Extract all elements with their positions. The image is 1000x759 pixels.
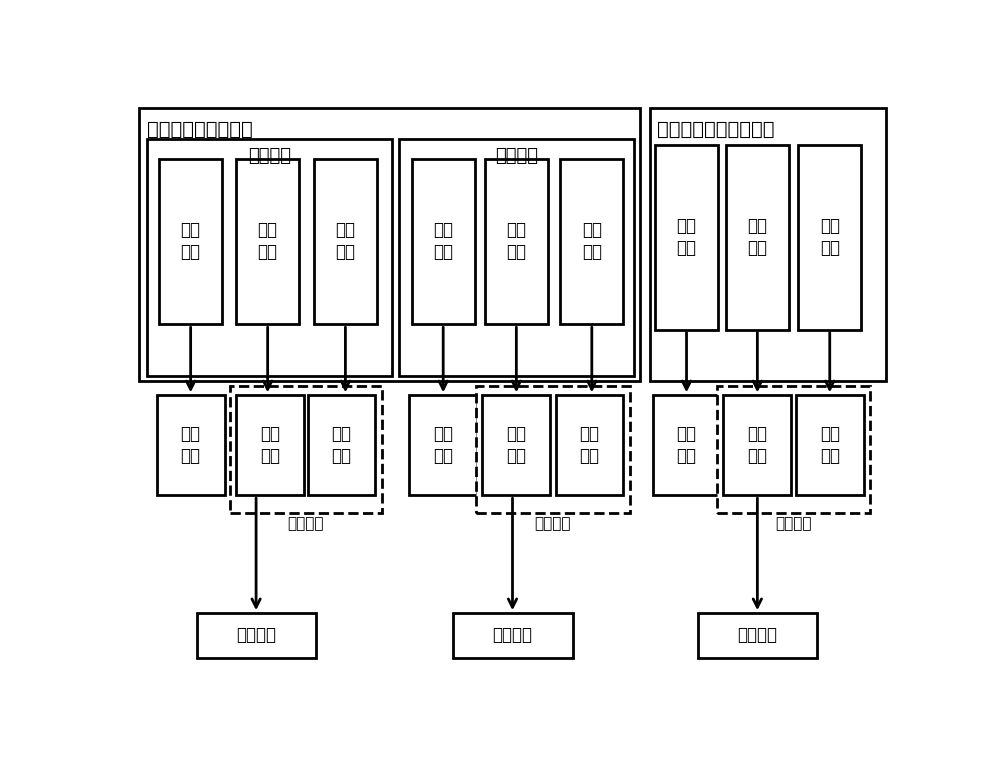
Text: 关系
强度: 关系 强度 [580, 425, 600, 465]
Text: 统计
计算: 统计 计算 [582, 221, 602, 261]
Text: 关系
强度: 关系 强度 [820, 217, 840, 257]
Bar [399, 139, 634, 376]
Text: 深度
模型: 深度 模型 [433, 221, 453, 261]
Bar [314, 159, 377, 324]
Text: 故障名称: 故障名称 [236, 626, 276, 644]
Text: 传统特征: 传统特征 [248, 146, 291, 165]
Text: 数值
描述: 数值 描述 [260, 425, 280, 465]
Bar [717, 386, 870, 513]
Bar [796, 395, 864, 496]
Bar [230, 386, 382, 513]
Bar [453, 613, 573, 658]
Bar [485, 159, 548, 324]
Text: 特征
名称: 特征 名称 [677, 425, 697, 465]
Text: 故障名称: 故障名称 [492, 626, 532, 644]
Bar [482, 395, 550, 496]
Text: 故障名称: 故障名称 [737, 626, 777, 644]
Text: 特征属性: 特征属性 [775, 516, 812, 531]
Text: 特征
名称: 特征 名称 [181, 425, 201, 465]
Bar [409, 395, 477, 496]
Bar [698, 613, 817, 658]
Text: 关系
强度: 关系 强度 [820, 425, 840, 465]
Text: 深度特征: 深度特征 [495, 146, 538, 165]
Text: 特征
实体: 特征 实体 [677, 217, 697, 257]
Bar [157, 395, 225, 496]
Text: 特征
描述: 特征 描述 [747, 217, 767, 257]
Text: 非结构化文本数据特征: 非结构化文本数据特征 [657, 120, 775, 139]
Text: 数值
描述: 数值 描述 [747, 425, 767, 465]
Text: 关系
强度: 关系 强度 [332, 425, 352, 465]
Text: 数值
描述: 数值 描述 [506, 425, 526, 465]
Bar [798, 145, 861, 329]
Bar [726, 145, 789, 329]
Text: 特征
名称: 特征 名称 [181, 221, 201, 261]
Bar [723, 395, 791, 496]
Text: 特征
名称: 特征 名称 [433, 425, 453, 465]
Bar [236, 395, 304, 496]
Bar [236, 159, 299, 324]
Bar [560, 159, 623, 324]
Text: 特征属性: 特征属性 [534, 516, 571, 531]
Text: 特征属性: 特征属性 [287, 516, 324, 531]
Bar [653, 395, 720, 496]
Text: 结构化振动数据特征: 结构化振动数据特征 [147, 120, 252, 139]
Text: 特征
向量: 特征 向量 [506, 221, 526, 261]
Bar [147, 139, 392, 376]
Bar [159, 159, 222, 324]
Text: 特征
國值: 特征 國值 [258, 221, 278, 261]
Bar [650, 108, 886, 381]
Bar [139, 108, 640, 381]
Bar [197, 613, 316, 658]
Bar [556, 395, 623, 496]
Bar [476, 386, 630, 513]
Bar [655, 145, 718, 329]
Bar [308, 395, 375, 496]
Text: 统计
计算: 统计 计算 [335, 221, 355, 261]
Bar [412, 159, 475, 324]
